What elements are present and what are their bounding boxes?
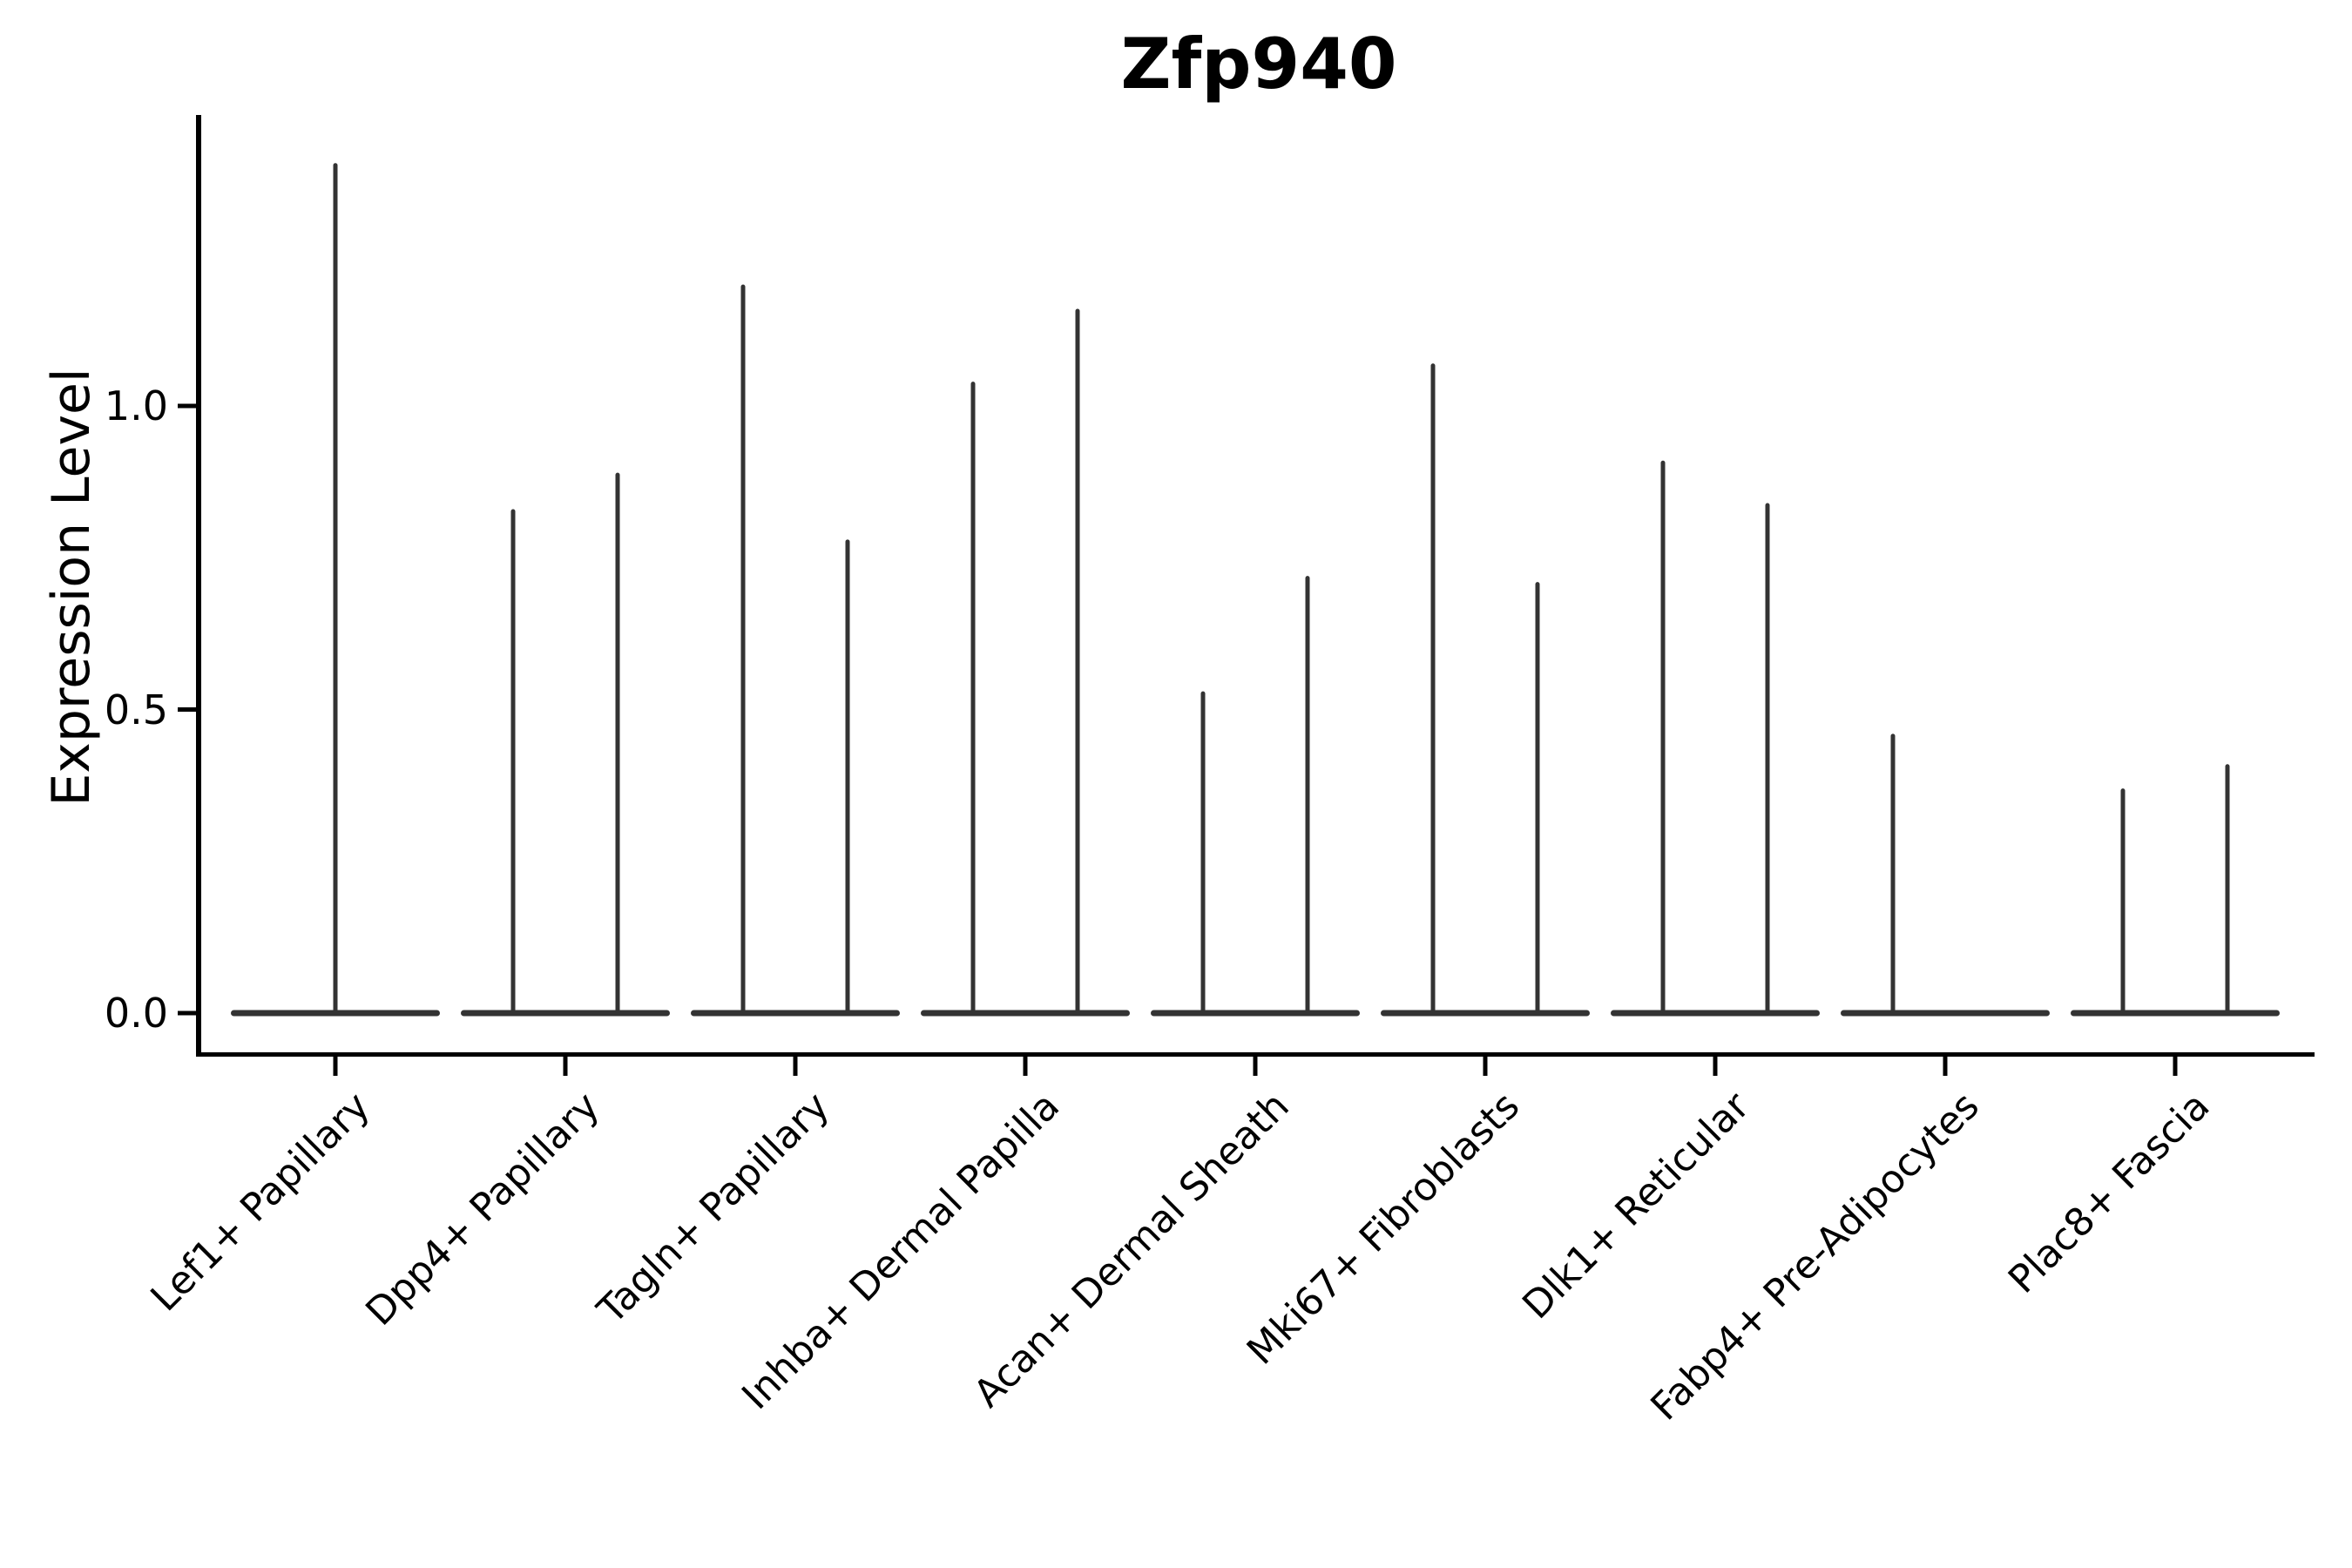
x-axis-tick [2173,1057,2178,1076]
y-axis-tick [178,707,199,712]
x-axis-spine [196,1052,2315,1057]
violin-base [1151,1010,1360,1017]
violin-base [2071,1010,2280,1017]
violin-spike [1660,460,1666,1015]
x-axis-tick [1943,1057,1948,1076]
violin-spike [845,539,850,1015]
violin-spike [2120,788,2126,1015]
violin-base [691,1010,900,1017]
violin-spike [1535,582,1540,1015]
violin-spike [510,509,516,1015]
violin-base [1611,1010,1820,1017]
x-axis-tick [563,1057,568,1076]
violin-base [1381,1010,1590,1017]
x-axis-tick [1713,1057,1718,1076]
y-axis-tick [178,1010,199,1016]
x-axis-tick [1253,1057,1258,1076]
y-axis-tick [178,403,199,409]
x-axis-tick [333,1057,338,1076]
violin-spike [333,163,338,1015]
y-tick-label: 1.0 [104,382,168,429]
x-axis-tick [1023,1057,1028,1076]
violin-spike [1430,363,1436,1016]
x-axis-tick [1483,1057,1488,1076]
y-tick-label: 0.0 [104,990,168,1037]
chart-title: Zfp940 [1120,24,1397,105]
violin-spike [1200,691,1206,1015]
violin-spike [970,382,976,1015]
violin-spike [1075,308,1080,1016]
violin-spike [1890,733,1896,1015]
y-axis-spine [196,115,201,1057]
violin-spike [2225,764,2230,1015]
violin-base [921,1010,1130,1017]
violin-spike [1305,576,1310,1015]
violin-spike [1765,503,1770,1015]
violin-base [1841,1010,2050,1017]
x-axis-tick [793,1057,798,1076]
violin-base [461,1010,670,1017]
y-tick-label: 0.5 [104,686,168,733]
violin-spike [615,472,620,1015]
violin-spike [740,284,746,1016]
